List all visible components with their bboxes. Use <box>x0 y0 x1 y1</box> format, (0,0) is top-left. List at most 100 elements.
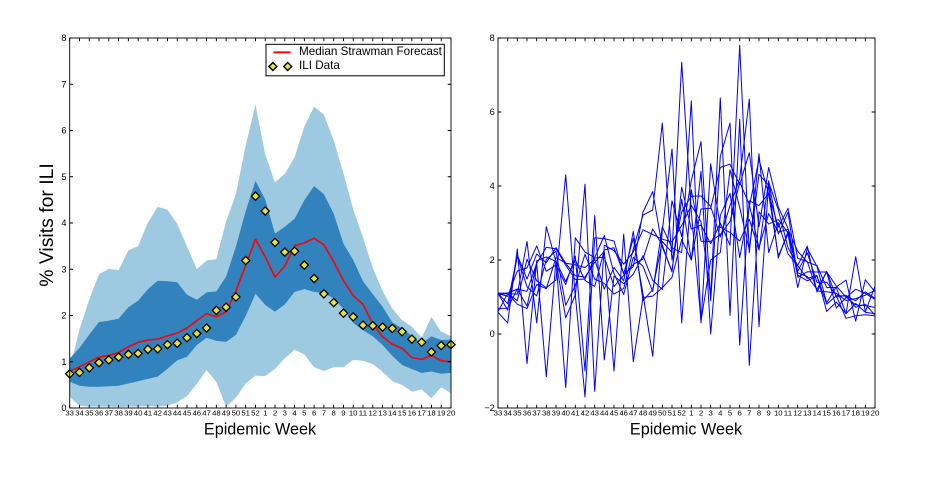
svg-text:34: 34 <box>503 408 512 417</box>
svg-text:5: 5 <box>61 172 66 182</box>
svg-text:48: 48 <box>212 408 221 417</box>
svg-text:46: 46 <box>193 408 202 417</box>
svg-text:44: 44 <box>600 408 609 417</box>
svg-text:48: 48 <box>639 408 648 417</box>
svg-text:10: 10 <box>774 408 783 417</box>
svg-text:19: 19 <box>437 408 446 417</box>
svg-text:3: 3 <box>709 408 713 417</box>
svg-text:36: 36 <box>523 408 532 417</box>
svg-text:13: 13 <box>803 408 812 417</box>
svg-text:37: 37 <box>532 408 541 417</box>
svg-text:9: 9 <box>767 408 771 417</box>
svg-text:36: 36 <box>95 408 104 417</box>
svg-text:10: 10 <box>349 408 358 417</box>
svg-text:% Visits for ILI: % Visits for ILI <box>36 163 58 287</box>
svg-text:5: 5 <box>728 408 732 417</box>
svg-text:41: 41 <box>571 408 580 417</box>
svg-text:0: 0 <box>490 329 495 339</box>
svg-text:14: 14 <box>388 408 397 417</box>
svg-text:49: 49 <box>648 408 657 417</box>
svg-text:7: 7 <box>61 79 66 89</box>
svg-text:41: 41 <box>144 408 153 417</box>
svg-text:44: 44 <box>173 408 182 417</box>
svg-text:39: 39 <box>124 408 133 417</box>
svg-text:6: 6 <box>490 107 495 117</box>
svg-text:18: 18 <box>427 408 436 417</box>
svg-text:2: 2 <box>699 408 703 417</box>
svg-text:11: 11 <box>359 408 368 417</box>
svg-text:13: 13 <box>378 408 387 417</box>
svg-text:46: 46 <box>619 408 628 417</box>
svg-text:11: 11 <box>784 408 793 417</box>
svg-text:8: 8 <box>757 408 761 417</box>
svg-text:42: 42 <box>581 408 590 417</box>
svg-text:4: 4 <box>61 218 66 228</box>
svg-text:16: 16 <box>408 408 417 417</box>
svg-text:49: 49 <box>222 408 231 417</box>
svg-text:0: 0 <box>61 403 66 413</box>
svg-text:2: 2 <box>273 408 277 417</box>
svg-text:4: 4 <box>292 408 296 417</box>
svg-text:19: 19 <box>861 408 870 417</box>
svg-text:33: 33 <box>494 408 503 417</box>
svg-text:Median Strawman Forecast: Median Strawman Forecast <box>299 45 443 58</box>
svg-text:3: 3 <box>283 408 287 417</box>
svg-text:−2: −2 <box>484 403 494 413</box>
svg-text:Epidemic Week: Epidemic Week <box>204 421 317 439</box>
svg-text:51: 51 <box>668 408 677 417</box>
svg-text:2: 2 <box>490 255 495 265</box>
svg-text:1: 1 <box>61 357 66 367</box>
svg-text:47: 47 <box>629 408 638 417</box>
svg-text:1: 1 <box>689 408 693 417</box>
svg-text:43: 43 <box>163 408 172 417</box>
svg-text:43: 43 <box>590 408 599 417</box>
svg-text:12: 12 <box>793 408 802 417</box>
svg-text:4: 4 <box>718 408 722 417</box>
svg-text:20: 20 <box>871 408 880 417</box>
svg-text:17: 17 <box>417 408 426 417</box>
svg-text:5: 5 <box>302 408 306 417</box>
svg-text:ILI Data: ILI Data <box>299 59 340 72</box>
svg-text:15: 15 <box>398 408 407 417</box>
svg-text:51: 51 <box>241 408 250 417</box>
svg-text:52: 52 <box>677 408 686 417</box>
svg-text:16: 16 <box>832 408 841 417</box>
svg-text:42: 42 <box>153 408 162 417</box>
svg-text:38: 38 <box>114 408 123 417</box>
svg-text:Epidemic Week: Epidemic Week <box>630 421 743 439</box>
svg-text:45: 45 <box>183 408 192 417</box>
svg-text:9: 9 <box>341 408 345 417</box>
svg-text:17: 17 <box>842 408 851 417</box>
svg-text:6: 6 <box>312 408 316 417</box>
svg-text:39: 39 <box>552 408 561 417</box>
svg-text:6: 6 <box>61 126 66 136</box>
svg-text:47: 47 <box>202 408 211 417</box>
svg-text:34: 34 <box>75 408 84 417</box>
svg-text:7: 7 <box>322 408 326 417</box>
svg-text:37: 37 <box>105 408 114 417</box>
svg-text:8: 8 <box>332 408 336 417</box>
svg-text:33: 33 <box>65 408 74 417</box>
svg-text:50: 50 <box>232 408 241 417</box>
svg-text:35: 35 <box>85 408 94 417</box>
svg-text:52: 52 <box>251 408 260 417</box>
svg-text:1: 1 <box>263 408 267 417</box>
svg-text:20: 20 <box>447 408 456 417</box>
svg-text:6: 6 <box>738 408 742 417</box>
svg-text:38: 38 <box>542 408 551 417</box>
svg-text:40: 40 <box>561 408 570 417</box>
svg-text:8: 8 <box>490 33 495 43</box>
svg-text:45: 45 <box>610 408 619 417</box>
svg-text:15: 15 <box>822 408 831 417</box>
svg-text:7: 7 <box>747 408 751 417</box>
svg-text:35: 35 <box>513 408 522 417</box>
svg-text:40: 40 <box>134 408 143 417</box>
svg-text:8: 8 <box>61 33 66 43</box>
svg-text:50: 50 <box>658 408 667 417</box>
svg-text:18: 18 <box>851 408 860 417</box>
svg-text:2: 2 <box>61 311 66 321</box>
svg-text:12: 12 <box>369 408 378 417</box>
svg-text:3: 3 <box>61 264 66 274</box>
svg-text:4: 4 <box>490 181 495 191</box>
svg-text:14: 14 <box>813 408 822 417</box>
